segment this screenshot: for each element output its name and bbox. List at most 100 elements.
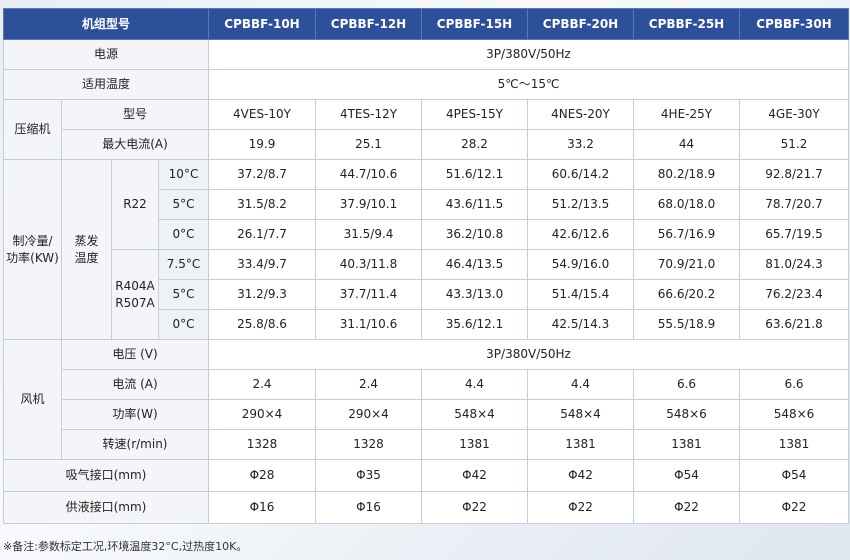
- liquid-label: 供液接口(mm): [2, 491, 210, 524]
- fan-current-cell: 4.4: [421, 369, 529, 400]
- model-header: CPBBF-20H: [527, 8, 635, 40]
- suction-row: 吸气接口(mm) Φ28 Φ35 Φ42 Φ42 Φ54 Φ54: [2, 459, 850, 492]
- suction-label: 吸气接口(mm): [2, 459, 210, 492]
- cooling-cell: 60.6/14.2: [527, 159, 635, 190]
- fan-speed-cell: 1381: [421, 429, 529, 460]
- evap-temp-label-line2: 温度: [74, 250, 99, 265]
- fan-power-cell: 290×4: [315, 399, 423, 430]
- compressor-model-cell: 4VES-10Y: [208, 99, 317, 130]
- fan-voltage-row: 风机 电压 (V) 3P/380V/50Hz: [3, 339, 850, 460]
- compressor-model-label: 型号: [60, 99, 210, 130]
- fan-speed-cell: 1381: [633, 429, 741, 460]
- fan-current-cell: 2.4: [208, 369, 317, 400]
- refrigerant-r404a-line1: R404A: [115, 279, 155, 294]
- compressor-model-cell: 4NES-20Y: [527, 99, 635, 130]
- evap-temp-cell: 10°C: [157, 159, 210, 190]
- compressor-model-cell: 4HE-25Y: [633, 99, 741, 130]
- fan-current-cell: 6.6: [633, 369, 741, 400]
- refrigerant-r404a-label: R404A R507A: [111, 249, 159, 340]
- max-current-cell: 25.1: [315, 129, 423, 160]
- fan-current-cell: 2.4: [315, 369, 423, 400]
- cooling-row: 0°C 26.1/7.7 31.5/9.4 36.2/10.8 42.6/12.…: [4, 219, 850, 250]
- fan-current-row: 电流 (A) 2.4 2.4 4.4 4.4 6.6 6.6: [4, 369, 850, 400]
- power-supply-row: 电源 3P/380V/50Hz: [2, 39, 850, 70]
- compressor-label: 压缩机: [3, 99, 62, 160]
- cooling-cell: 81.0/24.3: [739, 249, 850, 280]
- fan-power-cell: 548×6: [739, 399, 850, 430]
- evap-temp-cell: 0°C: [157, 309, 210, 340]
- cooling-cell: 33.4/9.7: [208, 249, 317, 280]
- temp-range-row: 适用温度 5℃～15℃: [2, 69, 850, 100]
- evap-temp-cell: 5°C: [157, 189, 210, 220]
- fan-power-label: 功率(W): [60, 399, 210, 430]
- cooling-cell: 35.6/12.1: [421, 309, 529, 340]
- cooling-cell: 78.7/20.7: [739, 189, 850, 220]
- fan-current-cell: 4.4: [527, 369, 635, 400]
- power-supply-label: 电源: [2, 39, 210, 70]
- fan-speed-cell: 1381: [739, 429, 850, 460]
- cooling-cell: 44.7/10.6: [315, 159, 423, 190]
- cooling-row: 制冷量/ 功率(KW) 蒸发 温度 R22 10°C 37.2/8.7 44.7…: [3, 159, 850, 340]
- cooling-cell: 42.6/12.6: [527, 219, 635, 250]
- model-header: CPBBF-30H: [739, 8, 850, 40]
- fan-power-cell: 548×4: [527, 399, 635, 430]
- cooling-cell: 51.4/15.4: [527, 279, 635, 310]
- cooling-cell: 80.2/18.9: [633, 159, 741, 190]
- evap-temp-cell: 7.5°C: [157, 249, 210, 280]
- compressor-model-cell: 4PES-15Y: [421, 99, 529, 130]
- cooling-cell: 56.7/16.9: [633, 219, 741, 250]
- suction-cell: Φ42: [527, 459, 635, 492]
- fan-speed-cell: 1328: [315, 429, 423, 460]
- model-header: CPBBF-12H: [315, 8, 423, 40]
- cooling-cell: 51.2/13.5: [527, 189, 635, 220]
- cooling-cell: 70.9/21.0: [633, 249, 741, 280]
- compressor-model-cell: 4GE-30Y: [739, 99, 850, 130]
- cooling-cell: 37.7/11.4: [315, 279, 423, 310]
- cooling-cell: 36.2/10.8: [421, 219, 529, 250]
- refrigerant-r22-label: R22: [111, 159, 159, 250]
- evap-temp-label-line1: 蒸发: [74, 234, 99, 249]
- fan-speed-cell: 1381: [527, 429, 635, 460]
- evap-temp-cell: 0°C: [157, 219, 210, 250]
- compressor-model-cell: 4TES-12Y: [315, 99, 423, 130]
- liquid-row: 供液接口(mm) Φ16 Φ16 Φ22 Φ22 Φ22 Φ22: [2, 491, 850, 524]
- cooling-cell: 26.1/7.7: [208, 219, 317, 250]
- cooling-cell: 31.5/9.4: [315, 219, 423, 250]
- liquid-cell: Φ16: [208, 491, 317, 524]
- cooling-cell: 54.9/16.0: [527, 249, 635, 280]
- spec-table: 机组型号 CPBBF-10H CPBBF-12H CPBBF-15H CPBBF…: [2, 8, 850, 524]
- fan-label: 风机: [3, 339, 62, 460]
- fan-voltage-value: 3P/380V/50Hz: [208, 339, 850, 370]
- cooling-cell: 66.6/20.2: [633, 279, 741, 310]
- fan-power-cell: 290×4: [208, 399, 317, 430]
- cooling-label: 制冷量/ 功率(KW): [3, 159, 62, 340]
- header-row: 机组型号 CPBBF-10H CPBBF-12H CPBBF-15H CPBBF…: [2, 8, 850, 40]
- cooling-cell: 43.3/13.0: [421, 279, 529, 310]
- liquid-cell: Φ22: [527, 491, 635, 524]
- cooling-cell: 68.0/18.0: [633, 189, 741, 220]
- cooling-cell: 55.5/18.9: [633, 309, 741, 340]
- compressor-model-row: 压缩机 型号 4VES-10Y 4TES-12Y 4PES-15Y 4NES-2…: [3, 99, 850, 160]
- fan-power-cell: 548×4: [421, 399, 529, 430]
- evap-temp-cell: 5°C: [157, 279, 210, 310]
- liquid-cell: Φ22: [421, 491, 529, 524]
- fan-current-label: 电流 (A): [60, 369, 210, 400]
- cooling-label-line2: 功率(KW): [6, 250, 59, 265]
- cooling-cell: 43.6/11.5: [421, 189, 529, 220]
- model-header: CPBBF-15H: [421, 8, 529, 40]
- max-current-cell: 33.2: [527, 129, 635, 160]
- cooling-cell: 92.8/21.7: [739, 159, 850, 190]
- temp-range-value: 5℃～15℃: [208, 69, 850, 100]
- cooling-row: 0°C 25.8/8.6 31.1/10.6 35.6/12.1 42.5/14…: [4, 309, 850, 340]
- cooling-cell: 31.2/9.3: [208, 279, 317, 310]
- cooling-cell: 65.7/19.5: [739, 219, 850, 250]
- max-current-cell: 28.2: [421, 129, 529, 160]
- cooling-cell: 31.5/8.2: [208, 189, 317, 220]
- fan-speed-label: 转速(r/min): [60, 429, 210, 460]
- temp-range-label: 适用温度: [2, 69, 210, 100]
- cooling-cell: 25.8/8.6: [208, 309, 317, 340]
- cooling-cell: 46.4/13.5: [421, 249, 529, 280]
- cooling-label-line1: 制冷量/: [12, 234, 53, 249]
- liquid-cell: Φ22: [633, 491, 741, 524]
- refrigerant-r404a-line2: R507A: [115, 295, 155, 310]
